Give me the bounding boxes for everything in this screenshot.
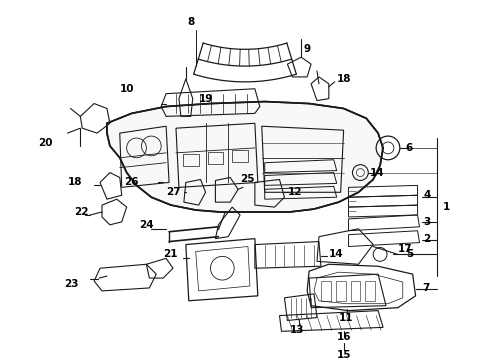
Text: 16: 16 — [337, 332, 351, 342]
Text: 5: 5 — [406, 249, 413, 260]
Text: 19: 19 — [198, 94, 213, 104]
Text: 20: 20 — [38, 138, 52, 148]
Text: 7: 7 — [422, 283, 430, 293]
Text: 2: 2 — [423, 234, 431, 244]
Text: 27: 27 — [166, 187, 181, 197]
Text: 18: 18 — [68, 177, 82, 188]
Text: 9: 9 — [303, 44, 310, 54]
Text: 4: 4 — [423, 190, 431, 200]
Text: 23: 23 — [65, 279, 79, 289]
Text: 14: 14 — [370, 167, 385, 177]
Text: 26: 26 — [123, 177, 138, 188]
Text: 13: 13 — [290, 325, 304, 336]
Text: 6: 6 — [406, 143, 413, 153]
Text: 18: 18 — [337, 74, 351, 84]
Text: 8: 8 — [187, 17, 195, 27]
Text: 10: 10 — [120, 84, 134, 94]
Text: 11: 11 — [339, 312, 353, 323]
Text: 24: 24 — [140, 220, 154, 230]
Text: 21: 21 — [163, 249, 178, 260]
Text: 17: 17 — [398, 243, 413, 253]
Polygon shape — [107, 102, 383, 212]
Text: 14: 14 — [329, 249, 343, 260]
Text: 15: 15 — [337, 350, 351, 360]
Text: 22: 22 — [74, 207, 89, 217]
Text: 12: 12 — [288, 187, 302, 197]
Text: 3: 3 — [423, 217, 431, 227]
Text: 25: 25 — [240, 175, 255, 184]
Text: 1: 1 — [443, 202, 450, 212]
